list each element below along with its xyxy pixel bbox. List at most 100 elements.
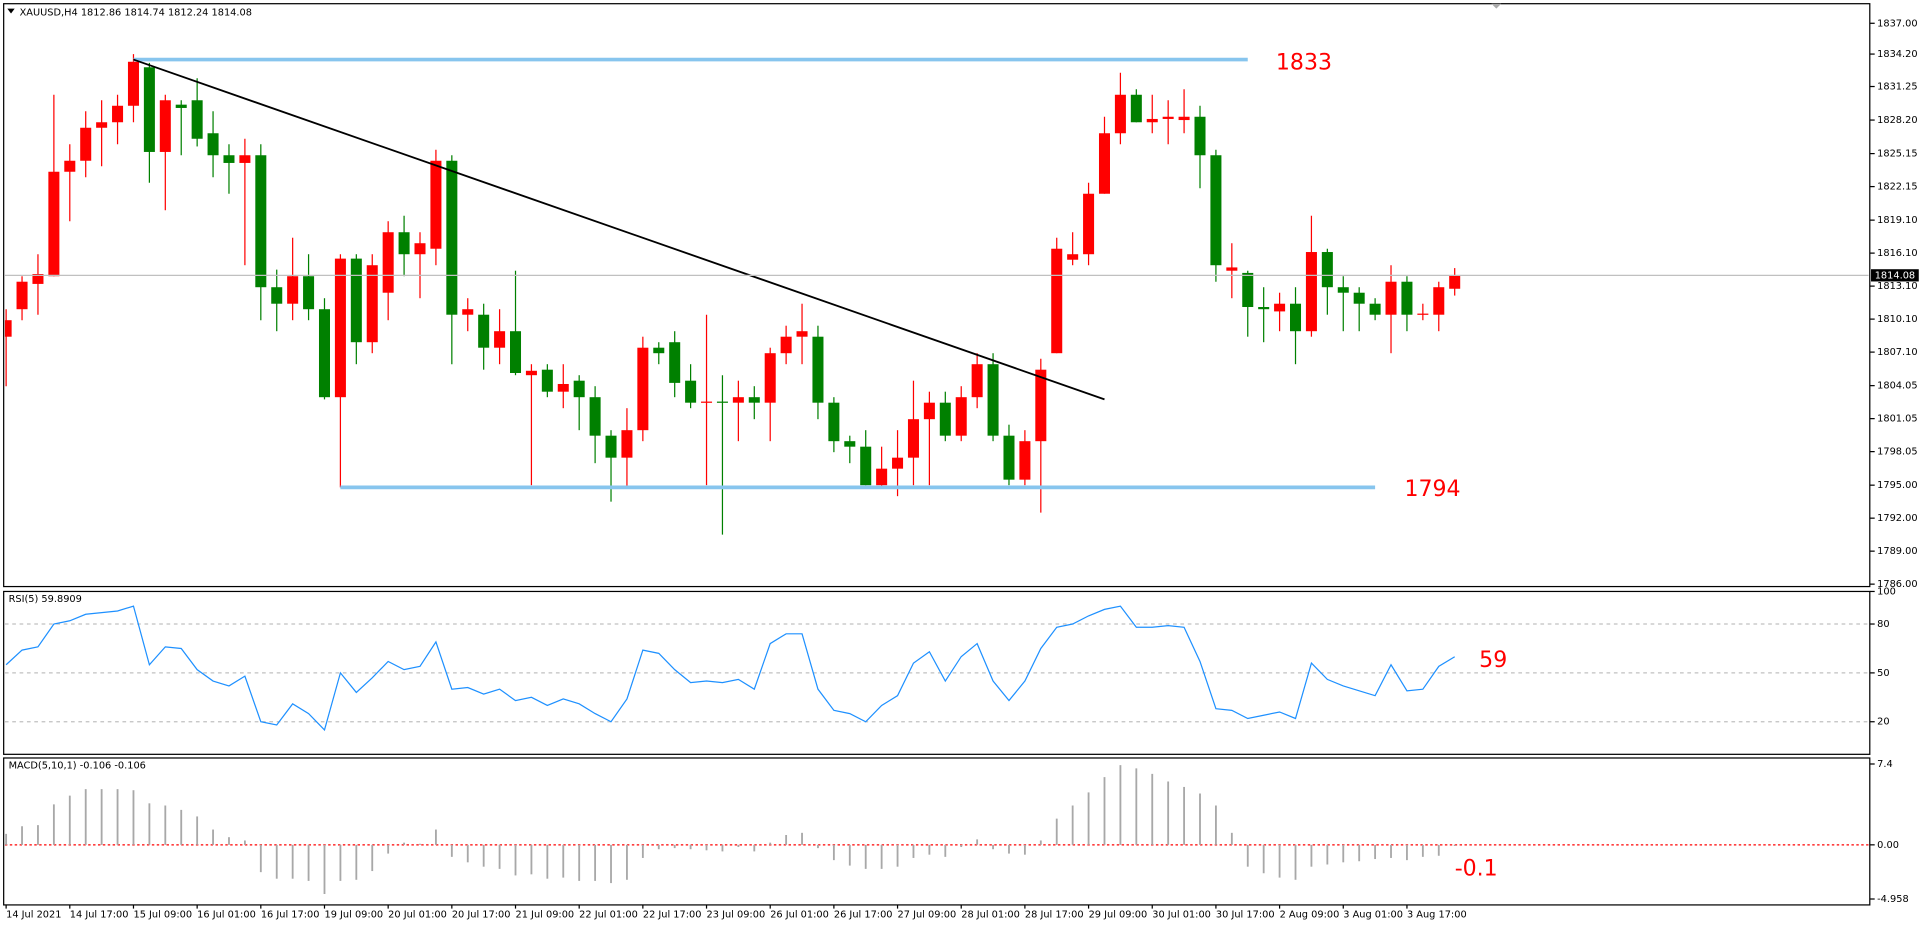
candle-body (1305, 252, 1317, 332)
candle-body (1114, 94, 1126, 134)
candle-body (112, 105, 124, 123)
candle-body (573, 380, 585, 398)
candle-body (1290, 303, 1302, 332)
candle-body (541, 369, 553, 392)
candle-body (478, 314, 490, 348)
candle-body (1353, 292, 1365, 304)
candle-body (1433, 287, 1445, 315)
candle-body (1385, 281, 1397, 315)
candle-body (605, 435, 617, 458)
y-tick-label: 1831.25 (1877, 82, 1917, 93)
candle-body (653, 347, 665, 354)
candle-body (716, 401, 728, 403)
candle-body (494, 331, 506, 348)
x-tick-label: 14 Jul 17:00 (70, 910, 129, 921)
menu-triangle[interactable] (7, 8, 15, 14)
candle-body (669, 342, 681, 383)
macd-title: MACD(5,10,1) -0.106 -0.106 (9, 760, 146, 771)
y-tick-label: 1807.10 (1877, 347, 1917, 358)
candle-body (334, 258, 346, 398)
candle-body (239, 155, 251, 163)
candle-body (1401, 281, 1413, 315)
x-tick-label: 30 Jul 17:00 (1216, 910, 1275, 921)
candle-body (80, 127, 92, 161)
y-tick-label: 1819.10 (1877, 215, 1917, 226)
candle-body (557, 383, 569, 392)
macd-panel (3, 757, 1871, 906)
candle-body (1337, 287, 1349, 293)
y-tick-label: 80 (1877, 619, 1889, 630)
y-tick-label: 50 (1877, 668, 1889, 679)
candle-body (255, 155, 267, 288)
y-tick-label: 1813.10 (1877, 281, 1917, 292)
x-tick-label: 20 Jul 17:00 (452, 910, 511, 921)
candle-body (16, 281, 28, 310)
annotation: 59 (1479, 648, 1507, 673)
candle-body (1258, 307, 1270, 310)
candle-body (701, 401, 713, 403)
candle-body (923, 402, 935, 420)
candle-body (143, 67, 155, 152)
candle-body (446, 160, 458, 315)
annotation: -0.1 (1455, 856, 1498, 881)
x-tick-label: 21 Jul 09:00 (516, 910, 575, 921)
rsi-line (5, 605, 1456, 732)
candle-body (1226, 267, 1238, 271)
candle-body (1098, 133, 1110, 194)
y-tick-label: 1810.10 (1877, 314, 1917, 325)
candle-body (287, 276, 299, 304)
price-panel (3, 3, 1871, 588)
y-tick-label: 1795.00 (1877, 480, 1917, 491)
candle-body (1178, 116, 1190, 121)
candle-body (525, 370, 537, 376)
candle-body (223, 155, 235, 163)
y-tick-label: 1804.05 (1877, 381, 1917, 392)
candle-body (1083, 193, 1095, 255)
x-tick-label: 19 Jul 09:00 (324, 910, 383, 921)
y-tick-label: -4.958 (1877, 894, 1909, 905)
x-tick-label: 3 Aug 01:00 (1343, 910, 1403, 921)
plot-area (4, 765, 1869, 895)
x-tick-label: 28 Jul 01:00 (961, 910, 1020, 921)
candle-body (1003, 435, 1015, 480)
x-tick-label: 23 Jul 09:00 (707, 910, 766, 921)
x-tick-label: 14 Jul 2021 (6, 910, 61, 921)
candle-body (876, 468, 888, 486)
candle-body (318, 309, 330, 398)
candle-body (1051, 248, 1063, 354)
y-tick-label: 0.00 (1877, 840, 1899, 851)
candle-body (191, 100, 203, 139)
y-tick-label: 20 (1877, 717, 1889, 728)
candle-body (764, 353, 776, 403)
candle-body (207, 133, 219, 156)
x-tick-label: 26 Jul 01:00 (770, 910, 829, 921)
candle-body (732, 397, 744, 403)
candle-body (1194, 116, 1206, 156)
candle-body (127, 61, 139, 106)
candle-body (303, 276, 315, 310)
x-tick-label: 26 Jul 17:00 (834, 910, 893, 921)
annotation: 1833 (1276, 51, 1332, 76)
candle-body (271, 287, 283, 304)
y-tick-label: 1792.00 (1877, 513, 1917, 524)
candle-body (748, 397, 760, 403)
annotation: 1794 (1404, 477, 1460, 502)
rsi-title: RSI(5) 59.8909 (9, 594, 82, 605)
candle-body (1417, 313, 1429, 315)
y-tick-label: 7.4 (1877, 759, 1893, 770)
shift-marker[interactable] (1491, 3, 1502, 9)
plot-area (4, 605, 1869, 732)
candle-body (1210, 155, 1222, 266)
x-tick-label: 2 Aug 09:00 (1280, 910, 1340, 921)
candle-body (96, 122, 108, 128)
y-tick-label: 1837.00 (1877, 18, 1917, 29)
candle-body (64, 160, 76, 172)
candle-body (1130, 94, 1142, 123)
candle-body (1369, 303, 1381, 315)
candle-body (1274, 303, 1286, 312)
candle-body (366, 265, 378, 343)
y-tick-label: 1834.20 (1877, 49, 1917, 60)
candle-body (987, 364, 999, 436)
candle-body (621, 430, 633, 458)
candle-body (796, 331, 808, 337)
